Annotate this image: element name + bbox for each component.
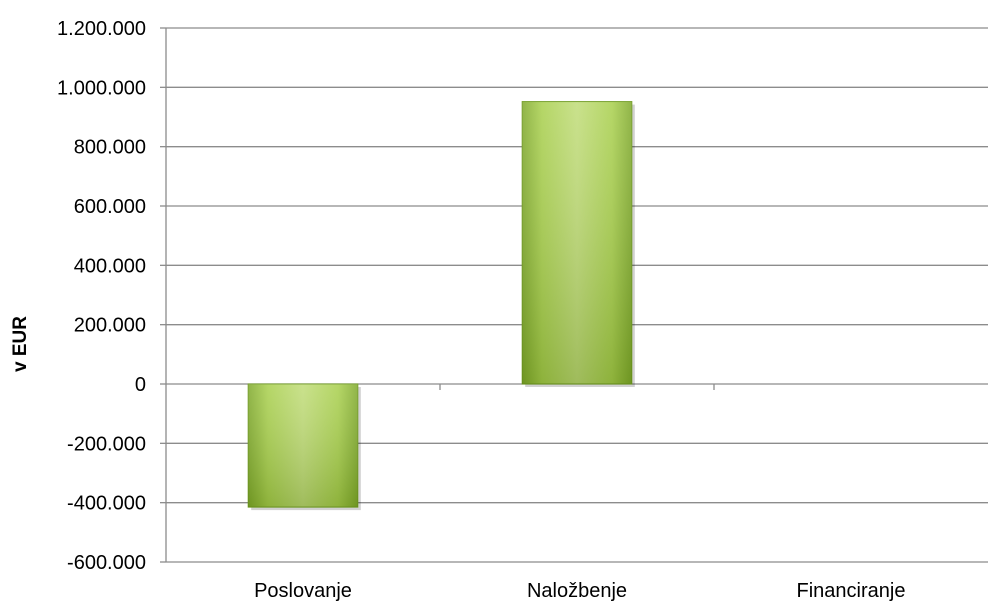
y-tick-label: -400.000 [67,493,146,515]
y-tick-label: 0 [135,374,146,396]
bar-shade [248,384,358,508]
bar-shade [522,101,632,384]
y-axis-title: v EUR [10,316,31,372]
y-tick-label: 1.200.000 [57,18,146,40]
x-category-label: Poslovanje [254,580,352,602]
y-tick-label: 1.000.000 [57,77,146,99]
x-category-label: Financiranje [797,580,906,602]
y-tick-label: -600.000 [67,552,146,574]
y-tick-label: 800.000 [74,137,146,159]
axes [165,28,715,562]
y-tick-label: -200.000 [67,433,146,455]
y-tick-label: 200.000 [74,315,146,337]
x-category-label: Naložbenje [527,580,627,602]
x-axis-category-labels: Poslovanje Naložbenje Financiranje [254,580,905,602]
y-tick-label: 400.000 [74,255,146,277]
y-axis-tick-labels: -600.000 -400.000 -200.000 0 200.000 400.000 6… [57,18,146,574]
bars [247,101,635,511]
y-tick-label: 600.000 [74,196,146,218]
